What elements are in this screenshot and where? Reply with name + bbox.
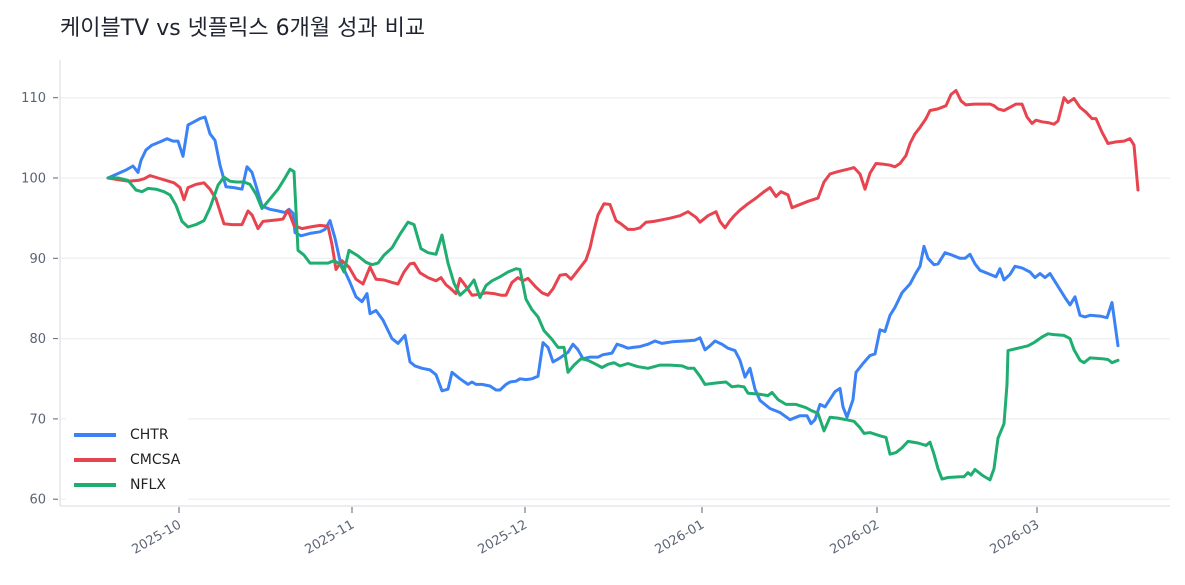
y-tick-label: 60	[29, 493, 46, 508]
series-line-nflx	[106, 167, 1120, 482]
y-tick-label: 90	[29, 252, 46, 267]
y-tick-label: 110	[21, 91, 46, 106]
legend-swatch-chtr	[74, 432, 116, 437]
legend-label: CMCSA	[130, 451, 181, 468]
y-tick-label: 80	[29, 332, 46, 347]
legend-label: CHTR	[130, 426, 169, 443]
y-tick-label: 70	[29, 412, 46, 427]
legend-item-nflx[interactable]: NFLX	[74, 472, 180, 497]
x-tick-label: 2025-10	[129, 517, 184, 557]
legend-label: NFLX	[130, 476, 166, 493]
y-axis-ticks: 60 70 80 90 100 110	[21, 91, 58, 508]
x-tick-label: 2026-03	[987, 517, 1042, 557]
x-tick-label: 2026-02	[827, 517, 882, 557]
x-axis-ticks: 2025-10 2025-11 2025-12 2026-01 2026-02 2026-…	[129, 507, 1042, 558]
gridlines	[60, 96, 1170, 500]
legend-item-chtr[interactable]: CHTR	[74, 422, 180, 447]
series-line-cmcsa	[106, 89, 1140, 297]
chart-title: 케이블TV vs 넷플릭스 6개월 성과 비교	[60, 16, 426, 41]
legend-swatch-cmcsa	[74, 457, 116, 462]
x-tick-label: 2025-11	[302, 517, 357, 557]
legend: CHTR CMCSA NFLX	[66, 418, 189, 501]
series-lines	[106, 89, 1140, 482]
x-tick-label: 2026-01	[652, 517, 707, 557]
series-line-chtr	[106, 115, 1120, 426]
y-tick-label: 100	[21, 172, 46, 187]
legend-swatch-nflx	[74, 482, 116, 487]
x-tick-label: 2025-12	[475, 517, 530, 557]
legend-item-cmcsa[interactable]: CMCSA	[74, 447, 180, 472]
